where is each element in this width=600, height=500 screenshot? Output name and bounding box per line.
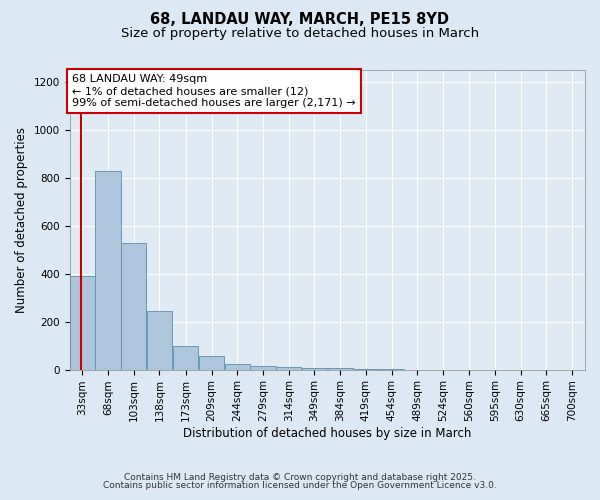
Text: 68 LANDAU WAY: 49sqm
← 1% of detached houses are smaller (12)
99% of semi-detach: 68 LANDAU WAY: 49sqm ← 1% of detached ho… [72, 74, 356, 108]
Y-axis label: Number of detached properties: Number of detached properties [15, 127, 28, 313]
Bar [250, 366, 275, 370]
Bar [70, 276, 95, 370]
Bar [328, 368, 353, 370]
Text: Contains public sector information licensed under the Open Government Licence v3: Contains public sector information licen… [103, 482, 497, 490]
Bar [173, 346, 199, 370]
Bar [199, 356, 224, 370]
Bar [276, 367, 301, 370]
Text: Size of property relative to detached houses in March: Size of property relative to detached ho… [121, 28, 479, 40]
Bar [302, 368, 327, 370]
Bar [121, 242, 146, 370]
Bar [95, 170, 121, 370]
X-axis label: Distribution of detached houses by size in March: Distribution of detached houses by size … [183, 427, 472, 440]
Bar [225, 364, 250, 370]
Text: 68, LANDAU WAY, MARCH, PE15 8YD: 68, LANDAU WAY, MARCH, PE15 8YD [151, 12, 449, 28]
Text: Contains HM Land Registry data © Crown copyright and database right 2025.: Contains HM Land Registry data © Crown c… [124, 472, 476, 482]
Bar [147, 311, 172, 370]
Bar [353, 369, 379, 370]
